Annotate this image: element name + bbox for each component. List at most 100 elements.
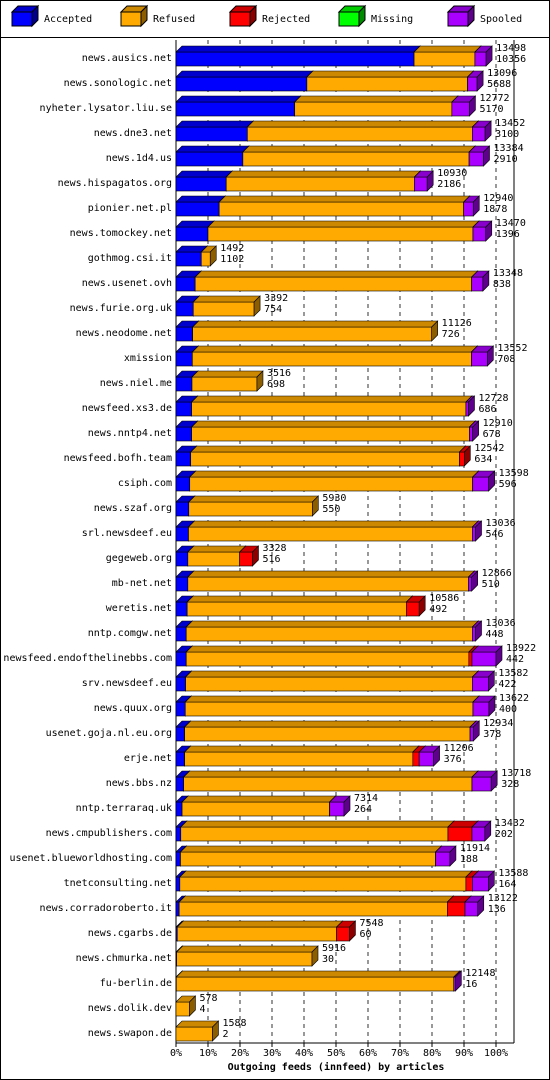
accepted-label: 5170 [479,104,503,115]
bar-side [488,695,496,717]
bar-segment [472,676,489,692]
bar-segment [187,576,469,592]
bar-segment [175,401,192,417]
accepted-label: 1102 [220,254,244,265]
bar-segment [465,401,469,417]
bar-side [472,720,480,742]
bar-segment [175,551,189,567]
bar-segment [469,426,473,442]
x-tick-label: 20% [231,1048,249,1059]
bar-top [175,1020,220,1028]
x-tick-label: 40% [295,1048,313,1059]
bar-segment [175,826,182,842]
bar-segment [472,476,489,492]
bar-segment [472,126,486,142]
bar-segment [294,101,453,117]
bar-side [426,170,434,192]
category-label: news.corradoroberto.it [40,903,172,914]
category-label: news.neodome.net [76,328,172,339]
bar-segment [242,151,470,167]
bar-side [418,595,426,617]
total-label: 12910 [483,418,513,429]
category-label: news.tomockey.net [70,228,172,239]
bar-segment [447,826,473,842]
x-tick-label: 100% [484,1048,508,1059]
bar-top [175,195,226,203]
bar-side [433,745,440,767]
bar-segment [474,51,487,67]
bar-segment [183,776,473,792]
accepted-label: 2910 [494,154,518,165]
bar-top [175,95,302,103]
bar-side [253,295,261,317]
bar-segment [306,76,468,92]
bar-segment [184,726,471,742]
bar-segment [186,601,407,617]
bar-segment [175,501,190,517]
bar-side [431,320,438,342]
legend-swatch [447,11,469,27]
legend-swatch [120,11,142,27]
total-label: 12728 [478,393,508,404]
bar-side [482,270,490,292]
accepted-label: 550 [322,504,340,515]
bar-side [485,220,493,242]
category-label: fu-berlin.de [100,978,172,989]
category-label: mb-net.net [112,578,172,589]
bar-side [468,395,475,417]
bar-side [484,820,492,842]
category-label: news.swapon.de [88,1028,172,1039]
bar-segment [468,576,472,592]
bar-segment [185,676,473,692]
bar-segment [175,526,189,542]
accepted-label: 678 [483,429,501,440]
bar-top [175,45,421,53]
bar-side [490,770,498,792]
bar-side [484,120,492,142]
legend-swatch-side [467,4,475,28]
bar-segment [218,201,464,217]
bar-side [483,145,490,167]
total-label: 12934 [483,718,513,729]
bar-segment [175,301,194,317]
category-label: weretis.net [106,603,172,614]
total-label: 13588 [498,868,528,879]
total-label: 13598 [499,468,529,479]
bar-segment [175,1026,213,1042]
bar-top [186,595,414,603]
category-label: news.quux.org [94,703,172,714]
accepted-label: 10356 [496,54,526,65]
bar-segment [472,526,476,542]
accepted-label: 378 [483,729,501,740]
bar-top [190,420,477,428]
bar-segment [192,326,432,342]
accepted-label: 422 [498,679,516,690]
bar-top [175,970,461,978]
bar-segment [187,551,240,567]
total-label: 13922 [506,643,536,654]
bar-segment [175,151,244,167]
bar-segment [469,726,474,742]
accepted-label: 698 [267,379,285,390]
bar-top [179,845,443,853]
accepted-label: 510 [482,579,500,590]
bar-segment [435,851,451,867]
bar-top [218,195,471,203]
bar-segment [192,301,255,317]
category-label: news.dolik.dev [88,1003,172,1014]
bar-top [185,620,480,628]
accepted-label: 546 [486,529,504,540]
bar-segment [188,526,473,542]
bar-top [175,945,319,953]
total-label: 1588 [222,1018,246,1029]
total-label: 13452 [495,118,525,129]
bar-segment [175,226,209,242]
total-label: 11126 [442,318,472,329]
category-label: news.chmurka.net [76,953,172,964]
bar-side [252,545,259,567]
accepted-label: 686 [478,404,496,415]
x-axis-label: Outgoing feeds (innfeed) by articles [228,1061,445,1073]
category-label: pionier.net.pl [88,203,172,214]
category-label: erje.net [124,753,172,764]
bar-segment [180,851,436,867]
